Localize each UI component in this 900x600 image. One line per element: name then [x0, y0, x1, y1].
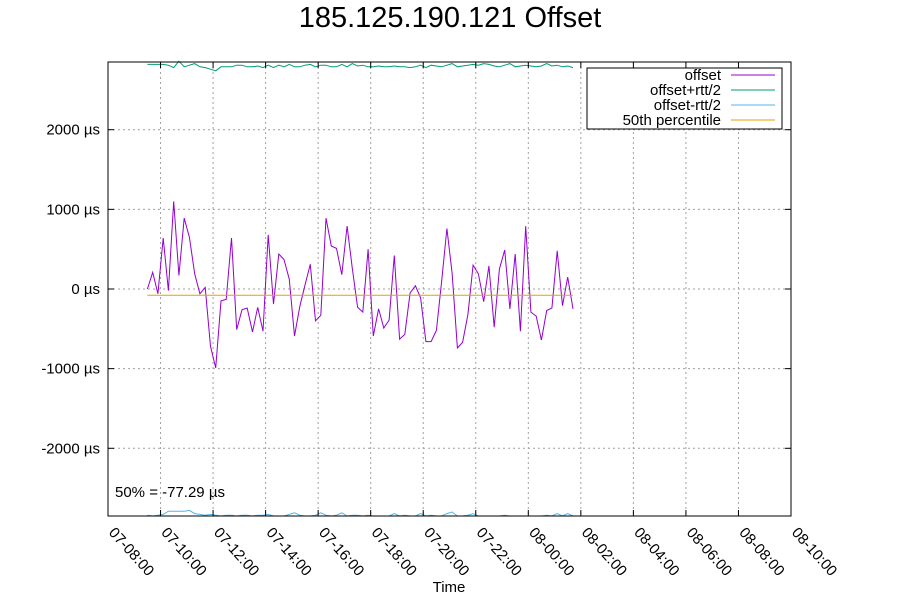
legend-label: 50th percentile — [623, 112, 721, 129]
x-tick-label: 08-06:00 — [683, 524, 735, 579]
legend-label: offset+rtt/2 — [650, 82, 721, 99]
x-tick-label: 08-08:00 — [735, 524, 787, 579]
y-tick-labels: -2000 µs -1000 µs 0 µs 1000 µs 2000 µs — [41, 122, 100, 458]
chart-title: 185.125.190.121 Offset — [299, 2, 602, 34]
grid-lines — [107, 62, 792, 516]
x-tick-label: 07-10:00 — [158, 524, 210, 579]
axis-ticks — [107, 62, 792, 516]
y-tick-label: 0 µs — [71, 281, 100, 298]
x-axis-label: Time — [433, 579, 466, 596]
median-annotation: 50% = -77.29 µs — [115, 484, 225, 501]
y-tick-label: 1000 µs — [46, 201, 100, 218]
series-line-offset-rtt-2 — [147, 509, 574, 517]
x-tick-labels: 07-08:00 07-10:00 07-12:00 07-14:00 07-16:00… — [105, 524, 840, 579]
y-tick-label: 2000 µs — [46, 122, 100, 139]
series-line-offset-rtt-2 — [147, 60, 574, 72]
x-tick-label: 07-12:00 — [210, 524, 262, 579]
y-tick-label: -1000 µs — [41, 361, 100, 378]
x-tick-label: 07-16:00 — [315, 524, 367, 579]
x-tick-label: 07-22:00 — [473, 524, 525, 579]
y-tick-label: -2000 µs — [41, 440, 100, 457]
legend-box — [586, 67, 783, 130]
x-tick-label: 08-02:00 — [578, 524, 630, 579]
x-tick-label: 07-20:00 — [420, 524, 472, 579]
x-tick-label: 08-00:00 — [525, 524, 577, 579]
x-tick-label: 08-04:00 — [630, 524, 682, 579]
series-line-offset — [146, 201, 574, 369]
x-tick-label: 07-08:00 — [105, 524, 157, 579]
x-tick-label: 07-18:00 — [368, 524, 420, 579]
legend-label: offset — [685, 67, 722, 84]
x-tick-label: 07-14:00 — [263, 524, 315, 579]
legend-label: offset-rtt/2 — [654, 97, 721, 114]
x-tick-label: 08-10:00 — [788, 524, 840, 579]
